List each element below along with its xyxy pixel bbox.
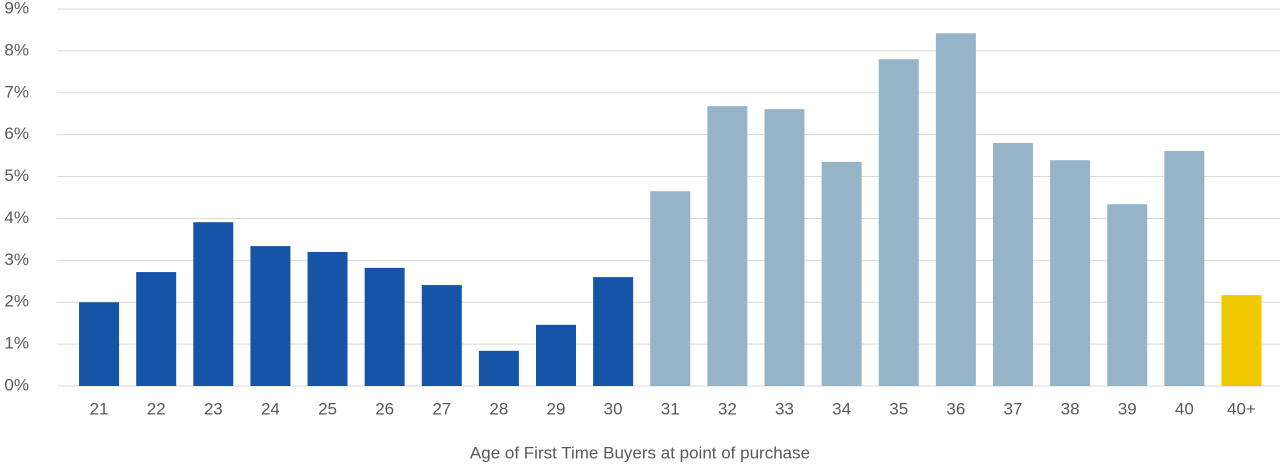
x-tick-label: 28 [489,399,508,418]
y-tick-label: 9% [4,0,29,17]
x-tick-label: 37 [1004,399,1023,418]
y-tick-label: 4% [4,208,29,227]
bar [764,109,805,386]
bar [307,251,348,386]
x-tick-label: 30 [604,399,623,418]
y-tick-label: 8% [4,40,29,59]
x-tick-label: 23 [204,399,223,418]
bar [79,302,120,386]
x-tick-label: 40 [1175,399,1194,418]
bar [878,59,919,387]
x-tick-label: 35 [889,399,908,418]
bar [650,191,691,386]
y-tick-label: 2% [4,292,29,311]
y-tick-label: 7% [4,82,29,101]
bar [364,267,405,386]
bar [1164,151,1205,386]
bar [935,33,976,386]
x-tick-label: 36 [946,399,965,418]
x-tick-label: 38 [1061,399,1080,418]
x-tick-label: 33 [775,399,794,418]
x-tick-label: 29 [547,399,566,418]
bar [821,161,862,386]
bar [1050,160,1091,386]
bar [478,350,519,386]
x-tick-label: 31 [661,399,680,418]
bar [136,272,177,386]
bar [1221,295,1262,386]
x-tick-label: 25 [318,399,337,418]
bar [536,324,577,386]
bar [421,285,462,386]
x-axis-title: Age of First Time Buyers at point of pur… [470,443,810,462]
x-tick-label: 22 [147,399,166,418]
y-tick-label: 3% [4,250,29,269]
bar [593,277,634,386]
bar [992,143,1033,386]
y-tick-label: 5% [4,166,29,185]
x-tick-label: 32 [718,399,737,418]
x-tick-label: 27 [432,399,451,418]
bar [1107,204,1148,386]
bar [250,246,291,386]
x-tick-label: 21 [90,399,109,418]
x-tick-label: 40+ [1227,399,1256,418]
x-tick-label: 26 [375,399,394,418]
x-tick-label: 34 [832,399,851,418]
bar [707,106,748,386]
bar [193,222,234,386]
y-tick-label: 0% [4,375,29,394]
y-tick-label: 1% [4,334,29,353]
x-tick-label: 24 [261,399,280,418]
x-tick-label: 39 [1118,399,1137,418]
y-tick-label: 6% [4,124,29,143]
